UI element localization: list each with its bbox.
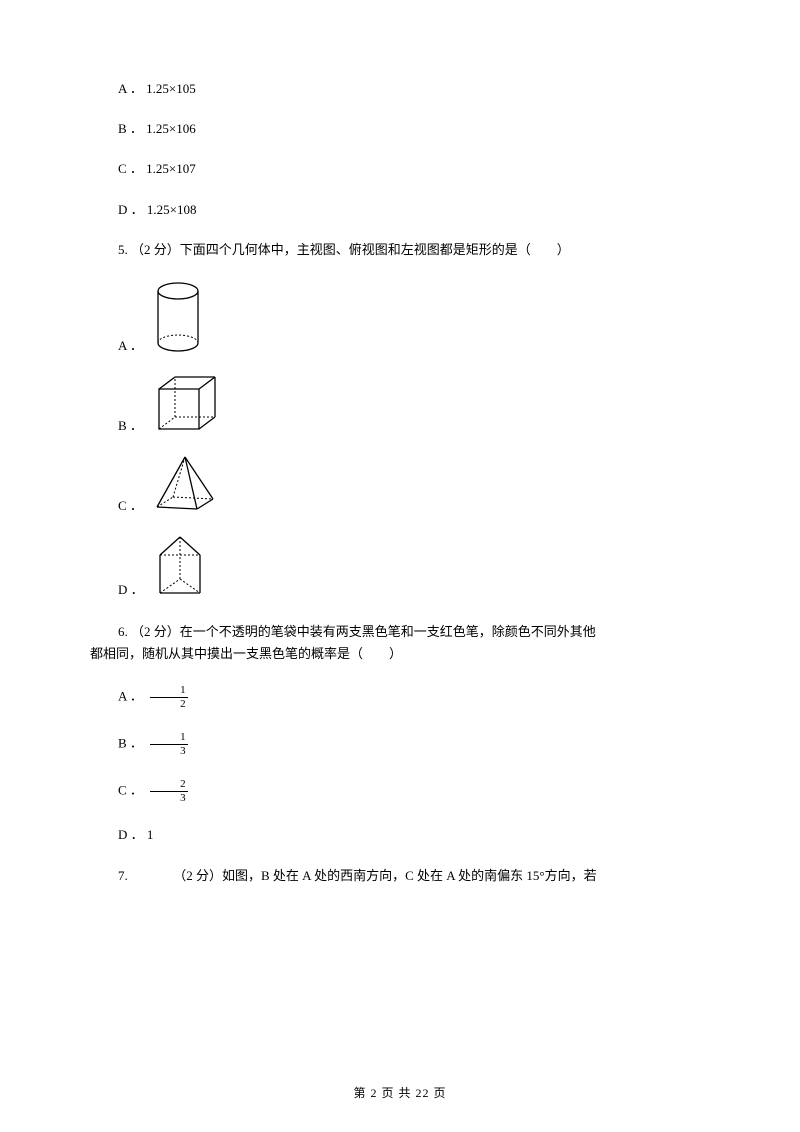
q6-option-b-label: B ． <box>118 736 143 751</box>
q5-option-b: B ． <box>118 373 710 435</box>
q6-option-c: C ． 2 3 <box>90 779 710 804</box>
page-footer: 第 2 页 共 22 页 <box>0 1085 800 1102</box>
prism-icon <box>152 533 208 599</box>
q6-option-c-label: C ． <box>118 783 143 798</box>
q6-option-a: A ． 1 2 <box>90 685 710 710</box>
q5-option-c-label: C ． <box>118 497 143 515</box>
q6-option-a-label: A ． <box>118 689 143 704</box>
q5-option-d: D ． <box>118 533 710 599</box>
q6-option-d: D ． 1 <box>90 826 710 844</box>
q6-option-b: B ． 1 3 <box>90 732 710 757</box>
q5-option-b-label: B ． <box>118 417 143 435</box>
q5-option-c: C ． <box>118 453 710 515</box>
q5-option-a: A ． <box>118 281 710 355</box>
cube-icon <box>151 373 219 435</box>
q4-option-c: C ． 1.25×107 <box>90 160 710 178</box>
fraction-denominator: 3 <box>150 745 188 757</box>
q4-option-a: A ． 1.25×105 <box>90 80 710 98</box>
q5-stem: 5. （2 分）下面四个几何体中，主视图、俯视图和左视图都是矩形的是（ ） <box>90 241 710 259</box>
fraction-numerator: 1 <box>150 685 188 698</box>
fraction-numerator: 2 <box>150 779 188 792</box>
fraction-numerator: 1 <box>150 732 188 745</box>
q5-option-a-label: A ． <box>118 337 143 355</box>
q4-option-d: D ． 1.25×108 <box>90 201 710 219</box>
q6-stem-line2: 都相同，随机从其中摸出一支黑色笔的概率是（ ） <box>90 645 710 663</box>
q6-stem-line1: 6. （2 分）在一个不透明的笔袋中装有两支黑色笔和一支红色笔，除颜色不同外其他 <box>90 623 710 641</box>
fraction-icon: 1 3 <box>150 732 188 757</box>
fraction-denominator: 3 <box>150 792 188 804</box>
pyramid-icon <box>151 453 219 515</box>
q7-stem: 7. （2 分）如图，B 处在 A 处的西南方向，C 处在 A 处的南偏东 15… <box>90 867 710 885</box>
q4-option-b: B ． 1.25×106 <box>90 120 710 138</box>
q5-option-d-label: D ． <box>118 581 144 599</box>
fraction-icon: 2 3 <box>150 779 188 804</box>
cylinder-icon <box>151 281 205 355</box>
fraction-icon: 1 2 <box>150 685 188 710</box>
fraction-denominator: 2 <box>150 698 188 710</box>
